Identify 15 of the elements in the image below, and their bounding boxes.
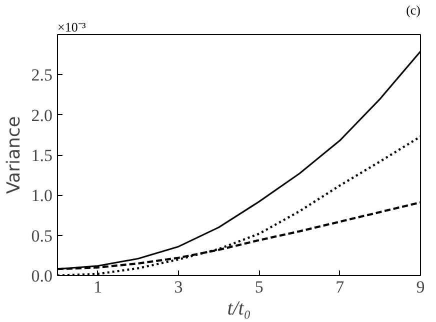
y-axis-title: Variance xyxy=(3,116,24,194)
y-tick-label: 0.0 xyxy=(31,266,52,286)
y-tick-label: 2.5 xyxy=(31,66,52,85)
x-tick-label: 5 xyxy=(254,278,264,296)
text: (c) xyxy=(406,2,421,18)
y-tick-label: 1.0 xyxy=(31,186,52,206)
x-tick-label: 1 xyxy=(94,278,102,296)
x-tick-label: 3 xyxy=(174,278,183,296)
y-tick-label: 2.0 xyxy=(31,106,52,125)
x-tick-label: 9 xyxy=(416,278,425,296)
y-tick-label: 1.5 xyxy=(31,146,52,165)
x-tick-label: 7 xyxy=(336,278,345,296)
annotation: ×10⁻³ xyxy=(58,20,86,34)
y-tick-label: 0.5 xyxy=(31,226,52,246)
x-axis-title: t/t₀ xyxy=(227,298,251,320)
